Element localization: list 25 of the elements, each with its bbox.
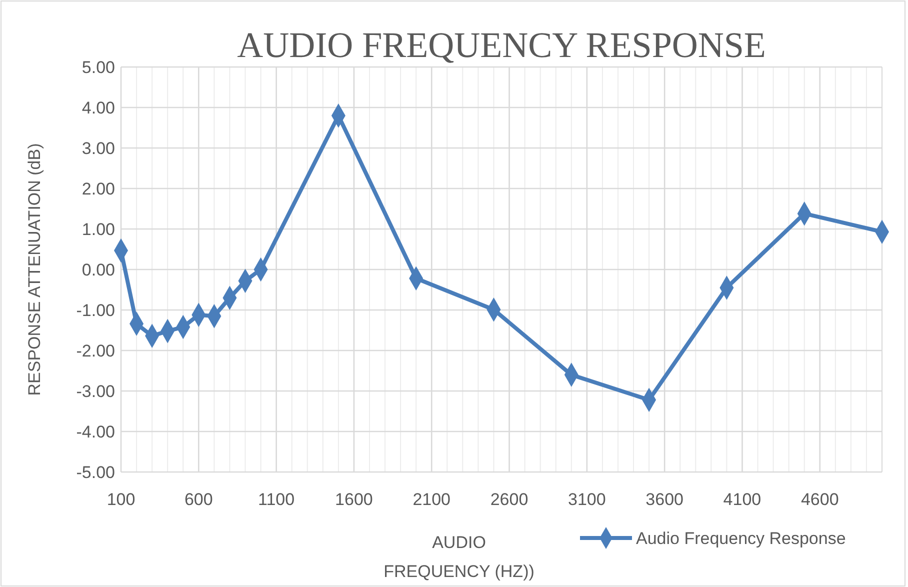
x-tick-label: 1100 <box>258 490 295 509</box>
x-tick-label: 100 <box>106 490 136 509</box>
y-tick-label: 5.00 <box>82 58 115 77</box>
y-tick-label: -3.00 <box>76 382 115 401</box>
x-tick-label: 3600 <box>646 490 684 509</box>
chart-title: AUDIO FREQUENCY RESPONSE <box>237 25 766 65</box>
y-tick-label: 1.00 <box>82 220 115 239</box>
x-tick-label: 2600 <box>490 490 528 509</box>
legend-label: Audio Frequency Response <box>636 529 846 548</box>
y-tick-label: 2.00 <box>82 180 115 198</box>
x-tick-label: 2100 <box>412 490 451 509</box>
y-tick-label: -1.00 <box>76 301 115 320</box>
y-tick-label: -5.00 <box>76 463 115 482</box>
x-tick-label: 600 <box>184 490 213 509</box>
x-tick-label: 4600 <box>800 490 839 509</box>
y-tick-label: -4.00 <box>76 422 115 442</box>
y-axis-title: RESPONSE ATTENUATION (dB) <box>25 143 44 396</box>
x-tick-label: 3100 <box>568 490 606 509</box>
x-tick-label: 4100 <box>723 490 762 509</box>
y-tick-label: 4.00 <box>82 98 115 118</box>
y-tick-label: 3.00 <box>82 139 115 158</box>
y-tick-label: 0.00 <box>82 260 115 280</box>
x-tick-label: 1600 <box>335 490 373 509</box>
x-axis-title: AUDIO FREQUENCY (HZ)) <box>384 533 534 581</box>
y-tick-label: -2.00 <box>76 342 115 360</box>
